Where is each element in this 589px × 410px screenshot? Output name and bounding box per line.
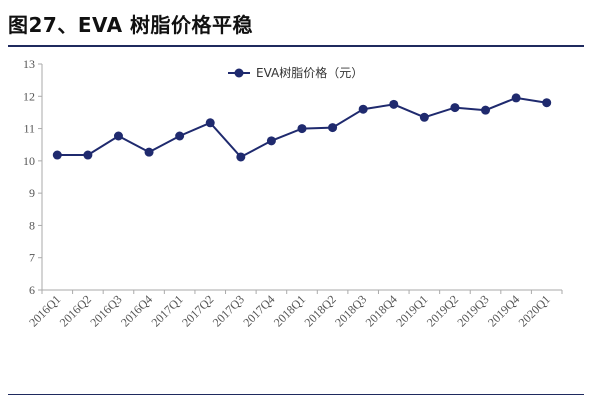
data-point — [511, 93, 521, 103]
series-markers — [52, 93, 552, 162]
y-tick-label: 13 — [23, 57, 35, 71]
data-point — [389, 99, 399, 109]
x-tick-label: 2017Q3 — [210, 292, 247, 329]
x-tick-label: 2018Q3 — [332, 292, 369, 329]
x-tick-label: 2017Q4 — [240, 292, 277, 329]
title-underline — [8, 45, 584, 47]
data-point — [450, 103, 460, 113]
y-tick-label: 9 — [29, 186, 35, 200]
y-tick-label: 6 — [29, 283, 35, 297]
data-point — [205, 118, 215, 128]
x-tick-label: 2018Q1 — [271, 292, 308, 329]
data-point — [328, 123, 338, 133]
data-point — [266, 136, 276, 146]
x-tick-label: 2016Q1 — [26, 292, 63, 329]
x-tick-label: 2019Q2 — [424, 292, 461, 329]
data-point — [542, 98, 552, 108]
data-point — [481, 105, 491, 115]
bottom-rule — [8, 394, 584, 395]
x-tick-label: 2017Q2 — [179, 292, 216, 329]
y-axis: 6 7 8 9 10 11 12 13 — [23, 57, 42, 297]
x-tick-label: 2016Q2 — [57, 292, 94, 329]
data-point — [113, 131, 123, 141]
y-tick-label: 8 — [29, 218, 35, 232]
data-point — [236, 152, 246, 162]
x-tick-label: 2016Q3 — [87, 292, 124, 329]
data-point — [52, 150, 62, 160]
x-axis: 2016Q12016Q22016Q32016Q42017Q12017Q22017… — [26, 290, 563, 329]
x-tick-label: 2016Q4 — [118, 292, 155, 329]
y-tick-label: 7 — [29, 251, 35, 265]
x-tick-label: 2018Q2 — [301, 292, 338, 329]
figure-title: 图27、EVA 树脂价格平稳 — [8, 13, 254, 37]
y-tick-label: 10 — [23, 154, 35, 168]
data-point — [175, 131, 185, 141]
x-tick-label: 2019Q4 — [485, 292, 522, 329]
y-tick-label: 12 — [23, 89, 35, 103]
x-tick-label: 2017Q1 — [149, 292, 186, 329]
data-point — [297, 124, 307, 134]
data-point — [358, 104, 368, 114]
x-tick-label: 2018Q4 — [363, 292, 400, 329]
x-tick-label: 2020Q1 — [516, 292, 553, 329]
legend-label: EVA树脂价格（元） — [256, 65, 363, 80]
legend-marker — [234, 68, 244, 78]
legend: EVA树脂价格（元） — [228, 65, 363, 80]
data-point — [419, 112, 429, 122]
x-tick-label: 2019Q1 — [393, 292, 430, 329]
data-point — [144, 147, 154, 157]
x-tick-label: 2019Q3 — [454, 292, 491, 329]
y-tick-label: 11 — [23, 122, 35, 136]
data-point — [83, 150, 93, 160]
